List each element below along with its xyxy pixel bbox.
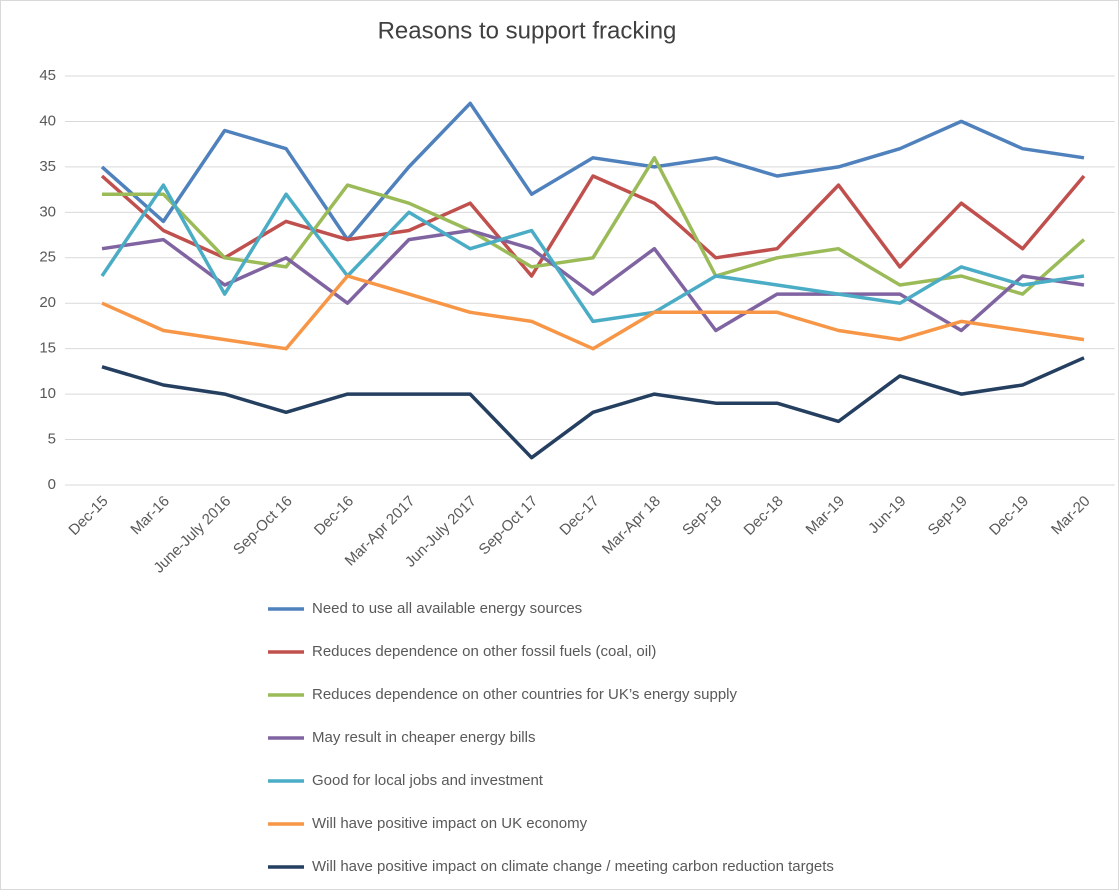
y-tick-label: 25 bbox=[39, 249, 56, 266]
chart-title: Reasons to support fracking bbox=[378, 17, 677, 44]
series-line bbox=[101, 356, 1085, 460]
legend-label: Will have positive impact on climate cha… bbox=[312, 858, 834, 875]
y-tick-label: 20 bbox=[39, 294, 56, 311]
series-line bbox=[101, 228, 1085, 333]
series-line bbox=[100, 174, 1086, 278]
y-tick-label: 5 bbox=[48, 431, 56, 448]
legend-label: Reduces dependence on other countries fo… bbox=[312, 686, 737, 703]
series-line bbox=[101, 274, 1085, 351]
y-tick-label: 15 bbox=[39, 340, 56, 357]
legend-label: Reduces dependence on other fossil fuels… bbox=[312, 643, 656, 660]
y-tick-label: 30 bbox=[39, 203, 56, 220]
series-line bbox=[102, 156, 1086, 296]
y-tick-label: 45 bbox=[39, 67, 56, 84]
legend-label: Need to use all available energy sources bbox=[312, 600, 582, 617]
series-line bbox=[100, 183, 1085, 324]
legend-label: Good for local jobs and investment bbox=[312, 772, 544, 789]
y-tick-label: 10 bbox=[39, 385, 56, 402]
y-tick-label: 0 bbox=[48, 476, 56, 493]
legend-label: Will have positive impact on UK economy bbox=[312, 815, 588, 832]
y-tick-label: 40 bbox=[39, 112, 56, 129]
legend-label: May result in cheaper energy bills bbox=[312, 729, 535, 746]
y-tick-label: 35 bbox=[39, 158, 56, 175]
series-line bbox=[100, 101, 1085, 242]
